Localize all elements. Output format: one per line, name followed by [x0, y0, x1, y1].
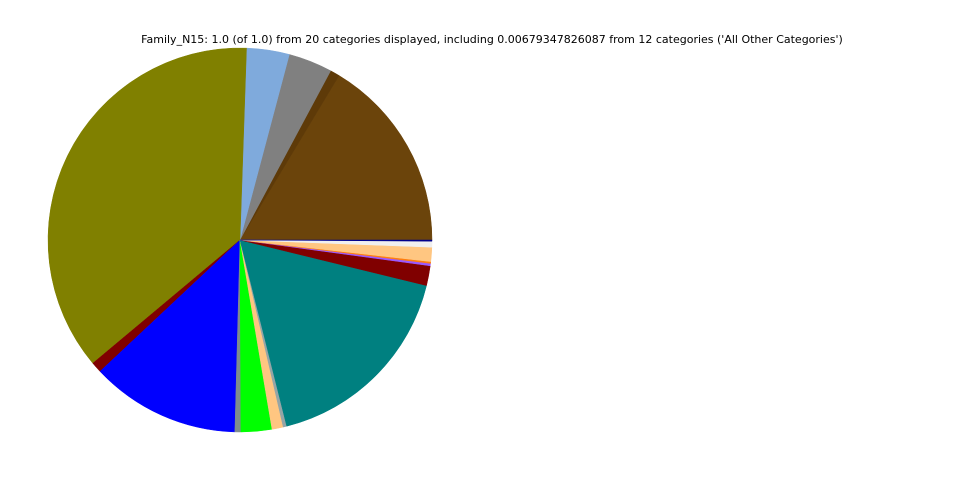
chart-title: Family_N15: 1.0 (of 1.0) from 20 categor…	[141, 33, 843, 46]
pie-slice-6	[99, 239, 241, 433]
pie-slice-4	[47, 47, 247, 364]
pie-slice-0	[239, 75, 433, 241]
pie-slice-17	[239, 239, 433, 242]
pie-slice-11	[239, 239, 427, 427]
